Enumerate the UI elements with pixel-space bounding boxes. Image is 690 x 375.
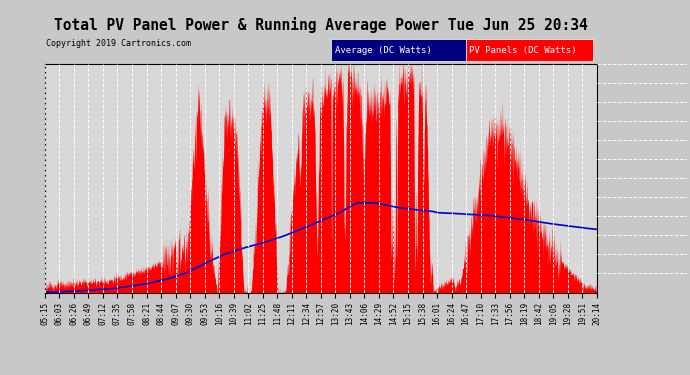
Text: Average (DC Watts): Average (DC Watts) — [335, 46, 431, 55]
Text: Copyright 2019 Cartronics.com: Copyright 2019 Cartronics.com — [46, 39, 191, 48]
Text: Total PV Panel Power & Running Average Power Tue Jun 25 20:34: Total PV Panel Power & Running Average P… — [54, 17, 588, 33]
Text: PV Panels (DC Watts): PV Panels (DC Watts) — [469, 46, 577, 55]
